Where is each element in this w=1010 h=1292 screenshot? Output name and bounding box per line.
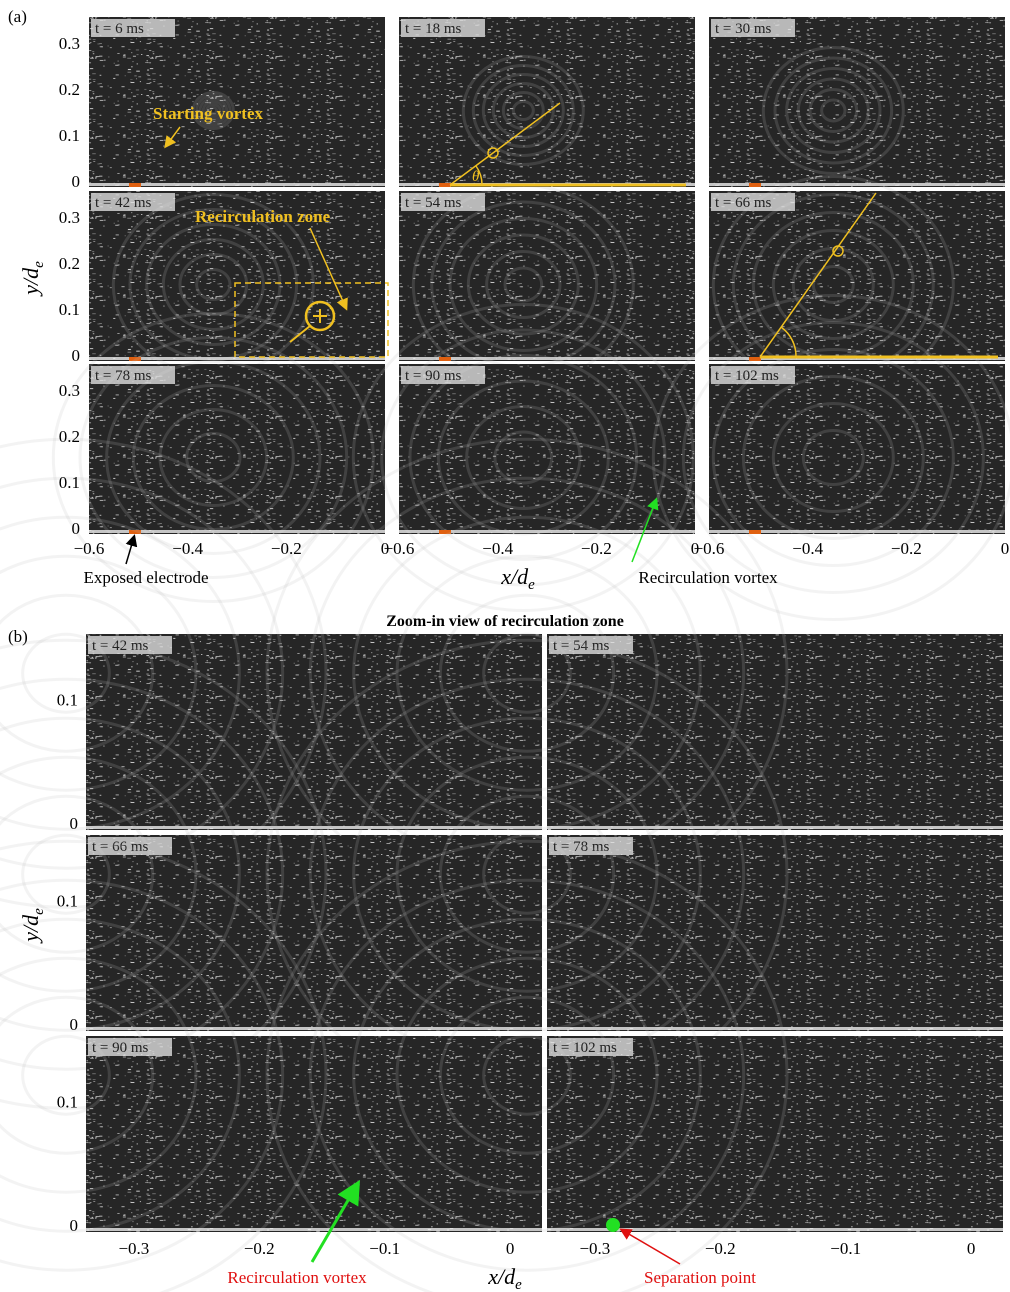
time-label: t = 66 ms [715, 195, 772, 211]
x-tick-label: −0.6 [384, 539, 415, 558]
x-tick-label: −0.4 [792, 539, 823, 558]
axis-label-sub: e [528, 577, 535, 593]
image-panel: t = 18 ms [399, 17, 695, 187]
y-tick-label: 0.2 [59, 427, 80, 446]
axis-label-sub: e [515, 1277, 522, 1292]
electrode [439, 183, 451, 187]
y-tick-label: 0 [70, 814, 79, 833]
time-label: t = 102 ms [715, 368, 779, 384]
y-tick-label: 0 [70, 1015, 79, 1034]
axis-label-main: x/d [487, 1264, 516, 1289]
y-tick-label: 0 [72, 346, 81, 365]
annotation: Recirculation zone [195, 207, 331, 226]
annotation: Separation point [644, 1268, 756, 1287]
time-label: t = 6 ms [95, 21, 144, 37]
x-tick-label: −0.4 [172, 539, 203, 558]
x-tick-label: −0.3 [118, 1239, 149, 1258]
panel-title: Zoom-in view of recirculation zone [386, 613, 624, 630]
electrode [749, 183, 761, 187]
x-tick-label: 0 [967, 1239, 976, 1258]
x-tick-label: −0.2 [271, 539, 302, 558]
axis-label: y/de [18, 261, 47, 297]
time-label: t = 30 ms [715, 21, 772, 37]
x-tick-label: 0 [1001, 539, 1010, 558]
x-tick-label: −0.4 [482, 539, 513, 558]
electrode [749, 530, 761, 534]
axis-label-main: y/d [18, 914, 43, 944]
x-tick-label: −0.6 [74, 539, 105, 558]
x-tick-label: −0.2 [705, 1239, 736, 1258]
time-label: t = 18 ms [405, 21, 462, 37]
y-tick-label: 0.3 [59, 208, 80, 227]
image-panel: t = 6 ms [89, 17, 385, 187]
y-tick-label: 0.1 [59, 473, 80, 492]
electrode [439, 357, 451, 361]
time-label: t = 42 ms [95, 195, 152, 211]
x-tick-label: −0.2 [244, 1239, 275, 1258]
y-tick-label: 0.1 [57, 892, 78, 911]
y-tick-label: 0.1 [59, 300, 80, 319]
x-tick-label: −0.2 [891, 539, 922, 558]
time-label: t = 90 ms [92, 1040, 149, 1056]
annotation: Starting vortex [153, 104, 264, 123]
y-tick-label: 0.1 [59, 126, 80, 145]
time-label: t = 102 ms [553, 1040, 617, 1056]
y-tick-label: 0.1 [57, 1093, 78, 1112]
axis-label: x/de [500, 564, 535, 593]
time-label: t = 90 ms [405, 368, 462, 384]
axis-label: y/de [18, 908, 47, 944]
y-tick-label: 0.2 [59, 254, 80, 273]
axis-label-main: x/d [500, 564, 529, 589]
y-tick-label: 0 [70, 1216, 79, 1235]
time-label: t = 78 ms [95, 368, 152, 384]
annotation: Recirculation vortex [638, 568, 778, 587]
time-label: t = 54 ms [405, 195, 462, 211]
x-tick-label: −0.3 [579, 1239, 610, 1258]
axis-label-sub: e [31, 261, 47, 268]
annotation: Recirculation vortex [227, 1268, 367, 1287]
y-tick-label: 0.3 [59, 34, 80, 53]
y-tick-label: 0.1 [57, 691, 78, 710]
y-tick-label: 0 [72, 172, 81, 191]
image-panel: t = 30 ms [709, 17, 1005, 187]
axis-label: x/de [487, 1264, 522, 1292]
x-tick-label: −0.6 [694, 539, 725, 558]
separation-point [606, 1218, 620, 1232]
x-tick-label: −0.1 [369, 1239, 400, 1258]
panel-label: (a) [8, 7, 27, 26]
x-tick-label: −0.2 [581, 539, 612, 558]
annotation: θ [472, 169, 480, 185]
y-tick-label: 0.3 [59, 381, 80, 400]
figure: (a) (b) Zoom-in view of recirculation zo… [0, 0, 1010, 1292]
axis-label-main: y/d [18, 267, 43, 297]
annotation: Exposed electrode [83, 568, 208, 587]
x-tick-label: 0 [506, 1239, 515, 1258]
electrode [749, 357, 761, 361]
y-tick-label: 0 [72, 519, 81, 538]
y-tick-label: 0.2 [59, 80, 80, 99]
electrode [129, 183, 141, 187]
x-tick-label: −0.1 [830, 1239, 861, 1258]
axis-label-sub: e [31, 908, 47, 915]
